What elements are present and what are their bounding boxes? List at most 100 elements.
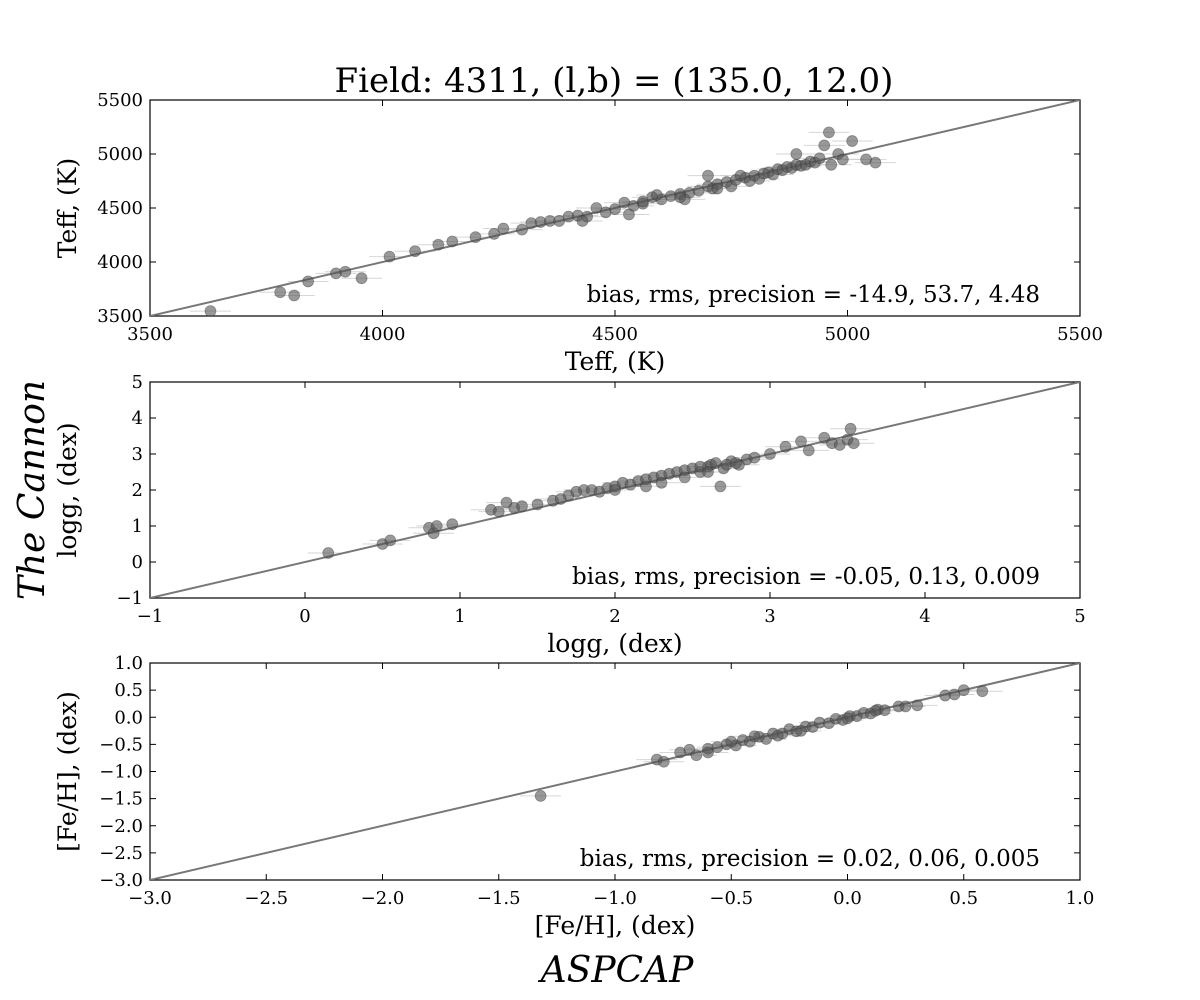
teff-point — [609, 203, 621, 215]
shared-y-label: The Cannon — [12, 380, 53, 600]
teff-point — [869, 156, 882, 169]
teff-point — [302, 275, 315, 288]
feh-xtick-label: −1.5 — [477, 888, 521, 909]
teff-point — [497, 222, 510, 235]
teff-point — [702, 169, 714, 182]
teff-point — [469, 231, 482, 244]
logg-point — [492, 505, 505, 518]
logg-point — [322, 547, 335, 559]
logg-xtick-label: 5 — [1074, 606, 1085, 627]
logg-xtick-label: 1 — [454, 606, 465, 627]
feh-ytick-label: −1.0 — [99, 762, 143, 783]
logg-point — [640, 480, 652, 493]
feh-ytick-label: −2.5 — [99, 843, 143, 864]
feh-point — [748, 730, 761, 743]
logg-ytick-label: 3 — [132, 444, 143, 465]
logg-point — [384, 534, 397, 547]
teff-data — [150, 100, 1080, 316]
feh-ytick-label: −1.5 — [99, 789, 143, 810]
feh-point — [841, 712, 854, 725]
teff-point — [836, 153, 849, 166]
logg-point — [833, 439, 846, 451]
feh-ytick-label: 1.0 — [114, 653, 143, 674]
feh-point — [976, 685, 989, 698]
feh-point — [869, 704, 882, 717]
logg-ylabel: logg, (dex) — [53, 422, 82, 557]
feh-data — [150, 663, 1080, 880]
feh-point — [795, 724, 807, 737]
logg-data — [150, 382, 1080, 598]
feh-xtick-label: −3.0 — [128, 888, 172, 909]
teff-ytick-label: 3500 — [97, 306, 143, 327]
logg-xtick-label: −1 — [137, 606, 164, 627]
feh-xlabel: [Fe/H], (dex) — [535, 911, 696, 940]
logg-point — [844, 422, 857, 435]
teff-stats: bias, rms, precision = -14.9, 53.7, 4.48 — [587, 282, 1040, 308]
feh-point — [690, 749, 703, 762]
teff-point — [623, 208, 635, 221]
teff-point — [734, 169, 747, 182]
logg-ytick-label: 4 — [132, 408, 143, 429]
teff-point — [818, 139, 831, 152]
logg-point — [818, 431, 831, 444]
teff-xtick-label: 4000 — [360, 324, 406, 345]
feh-stats: bias, rms, precision = 0.02, 0.06, 0.005 — [580, 846, 1040, 872]
feh-point — [911, 699, 924, 712]
feh-ytick-label: −2.0 — [99, 816, 143, 837]
teff-point — [576, 215, 589, 227]
teff-xtick-label: 5000 — [825, 324, 871, 345]
feh-point — [957, 684, 970, 697]
logg-point — [748, 451, 761, 464]
feh-point — [771, 729, 784, 742]
logg-point — [730, 457, 742, 469]
teff-point — [446, 235, 459, 248]
teff-xtick-label: 3500 — [127, 324, 173, 345]
teff-ytick-label: 5000 — [97, 144, 143, 165]
teff-point — [432, 238, 445, 251]
teff-point — [637, 195, 649, 208]
logg-point — [702, 466, 714, 478]
teff-point — [650, 189, 663, 201]
teff-point — [383, 250, 396, 263]
logg-xtick-label: 4 — [919, 606, 930, 627]
feh-one-to-one-line — [150, 663, 1080, 880]
feh-ylabel: [Fe/H], (dex) — [53, 691, 82, 852]
logg-point — [714, 480, 727, 493]
logg-ytick-label: 2 — [132, 480, 143, 501]
feh-xtick-label: −2.5 — [244, 888, 288, 909]
teff-point — [355, 272, 368, 285]
feh-xtick-label: −0.5 — [709, 888, 753, 909]
teff-point — [274, 286, 287, 299]
feh-ytick-label: −0.5 — [99, 734, 143, 755]
teff-point — [813, 152, 826, 165]
feh-point — [948, 688, 961, 701]
feh-point — [534, 790, 547, 802]
logg-point — [554, 493, 567, 505]
teff-point — [711, 182, 724, 195]
teff-ylabel: Teff, (K) — [53, 158, 82, 258]
logg-point — [802, 444, 815, 457]
teff-xtick-label: 4500 — [592, 324, 638, 345]
feh-ytick-label: −3.0 — [99, 870, 143, 891]
logg-point — [694, 460, 707, 473]
teff-point — [790, 148, 803, 160]
teff-point — [288, 289, 301, 302]
teff-point — [488, 228, 501, 240]
teff-panel: 3500 4000 4500 5000 5500 3500 4000 4500 5000 5500… — [53, 90, 1103, 376]
logg-xlabel: logg, (dex) — [547, 629, 682, 658]
teff-point — [692, 184, 705, 197]
teff-xtick-label: 5500 — [1057, 324, 1103, 345]
feh-point — [899, 700, 912, 713]
logg-point — [531, 498, 544, 511]
logg-point — [709, 457, 722, 469]
teff-point — [846, 135, 859, 147]
teff-xlabel: Teff, (K) — [565, 347, 665, 376]
logg-point — [779, 440, 792, 453]
feh-xtick-label: 1.0 — [1066, 888, 1095, 909]
teff-point — [825, 158, 838, 171]
logg-point — [430, 520, 443, 532]
teff-point — [204, 305, 217, 316]
logg-point — [847, 437, 860, 450]
logg-stats: bias, rms, precision = -0.05, 0.13, 0.00… — [572, 564, 1040, 590]
